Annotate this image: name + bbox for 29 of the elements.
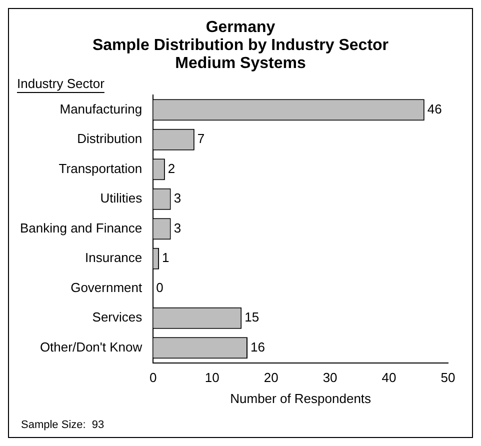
y-tick-label: Banking and Finance xyxy=(20,220,142,236)
x-tick-label: 30 xyxy=(322,370,338,386)
chart-subtitle: Sample Distribution by Industry Sector Medium Systems xyxy=(91,37,390,73)
y-tick-label: Government xyxy=(70,280,143,295)
y-tick-label: Manufacturing xyxy=(60,101,142,116)
x-tick-label: 40 xyxy=(382,370,396,386)
y-tick-label: Services xyxy=(92,310,143,325)
y-tick-label: Insurance xyxy=(85,250,142,266)
text: Sample Size: 93 xyxy=(21,419,104,431)
y-axis-title: Industry Sector xyxy=(17,76,106,92)
y-tick-label: Utilities xyxy=(100,190,143,206)
data-label: 46 xyxy=(427,101,442,116)
data-label: 7 xyxy=(197,131,205,146)
data-label: 16 xyxy=(250,340,265,354)
data-label: 3 xyxy=(174,190,182,206)
data-label: 15 xyxy=(244,310,260,325)
y-tick-label: Other/Don't Know xyxy=(40,340,143,354)
chart-title: Germany xyxy=(204,19,276,37)
data-label: 2 xyxy=(168,160,176,176)
x-axis-title: Number of Respondents xyxy=(230,390,372,406)
x-tick-label: 20 xyxy=(264,370,278,386)
y-tick-label: Transportation xyxy=(58,160,142,176)
data-label: 1 xyxy=(162,250,170,266)
x-tick-label: 0 xyxy=(150,370,157,386)
data-label: 3 xyxy=(174,220,182,236)
x-tick-label: 50 xyxy=(440,370,456,386)
y-tick-label: Distribution xyxy=(77,131,142,146)
data-label: 0 xyxy=(156,280,164,295)
x-tick-label: 10 xyxy=(204,370,220,386)
